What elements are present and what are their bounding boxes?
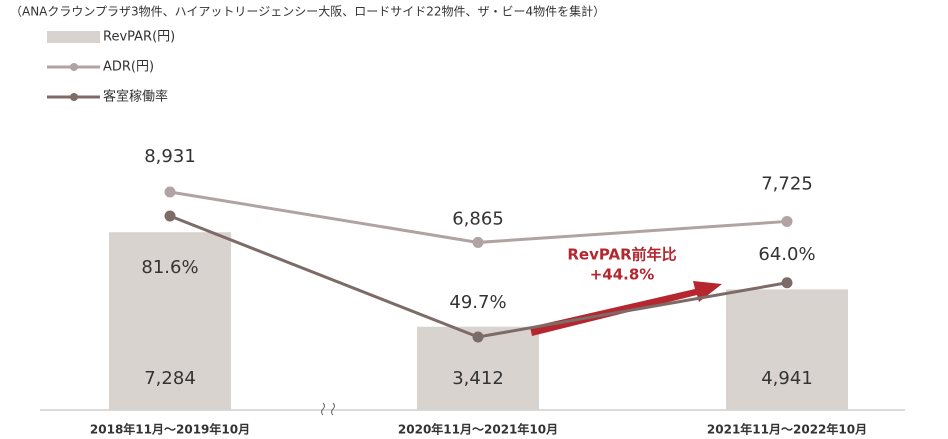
annotation-arrow [530,281,722,336]
data-label: 3,412 [452,368,504,389]
point [781,277,793,289]
point [472,236,484,248]
data-label: 64.0% [758,244,815,265]
x-tick-label: 2018年11月～2019年10月 [90,422,250,437]
data-label: 6,865 [452,208,504,229]
point [781,215,793,227]
axis-break [321,402,335,416]
data-label: 4,941 [761,368,813,389]
point [472,331,484,343]
legend-swatch [47,31,100,43]
legend-label: RevPAR(円) [103,30,175,45]
x-tick-label: 2020年11月～2021年10月 [398,422,558,437]
bar [726,289,848,410]
legend-label: 客室稼働率 [103,89,168,105]
data-label: 7,284 [144,368,196,389]
annotation: +44.8% [590,266,655,284]
point [164,186,176,198]
data-label: 7,725 [761,173,813,194]
legend-swatch [70,93,78,101]
legend-swatch [70,63,78,71]
annotation: RevPAR前年比 [567,246,676,264]
x-tick-label: 2021年11月～2022年10月 [707,422,867,437]
point [164,210,176,222]
chart-note: （ANAクラウンプラザ3物件、ハイアットリージェンシー大阪、ロードサイド22物件… [10,4,605,19]
bar [109,232,231,410]
data-label: 81.6% [141,257,198,278]
legend-label: ADR(円) [103,60,154,75]
line [169,214,788,339]
data-label: 8,931 [144,146,196,167]
data-label: 49.7% [449,292,506,313]
